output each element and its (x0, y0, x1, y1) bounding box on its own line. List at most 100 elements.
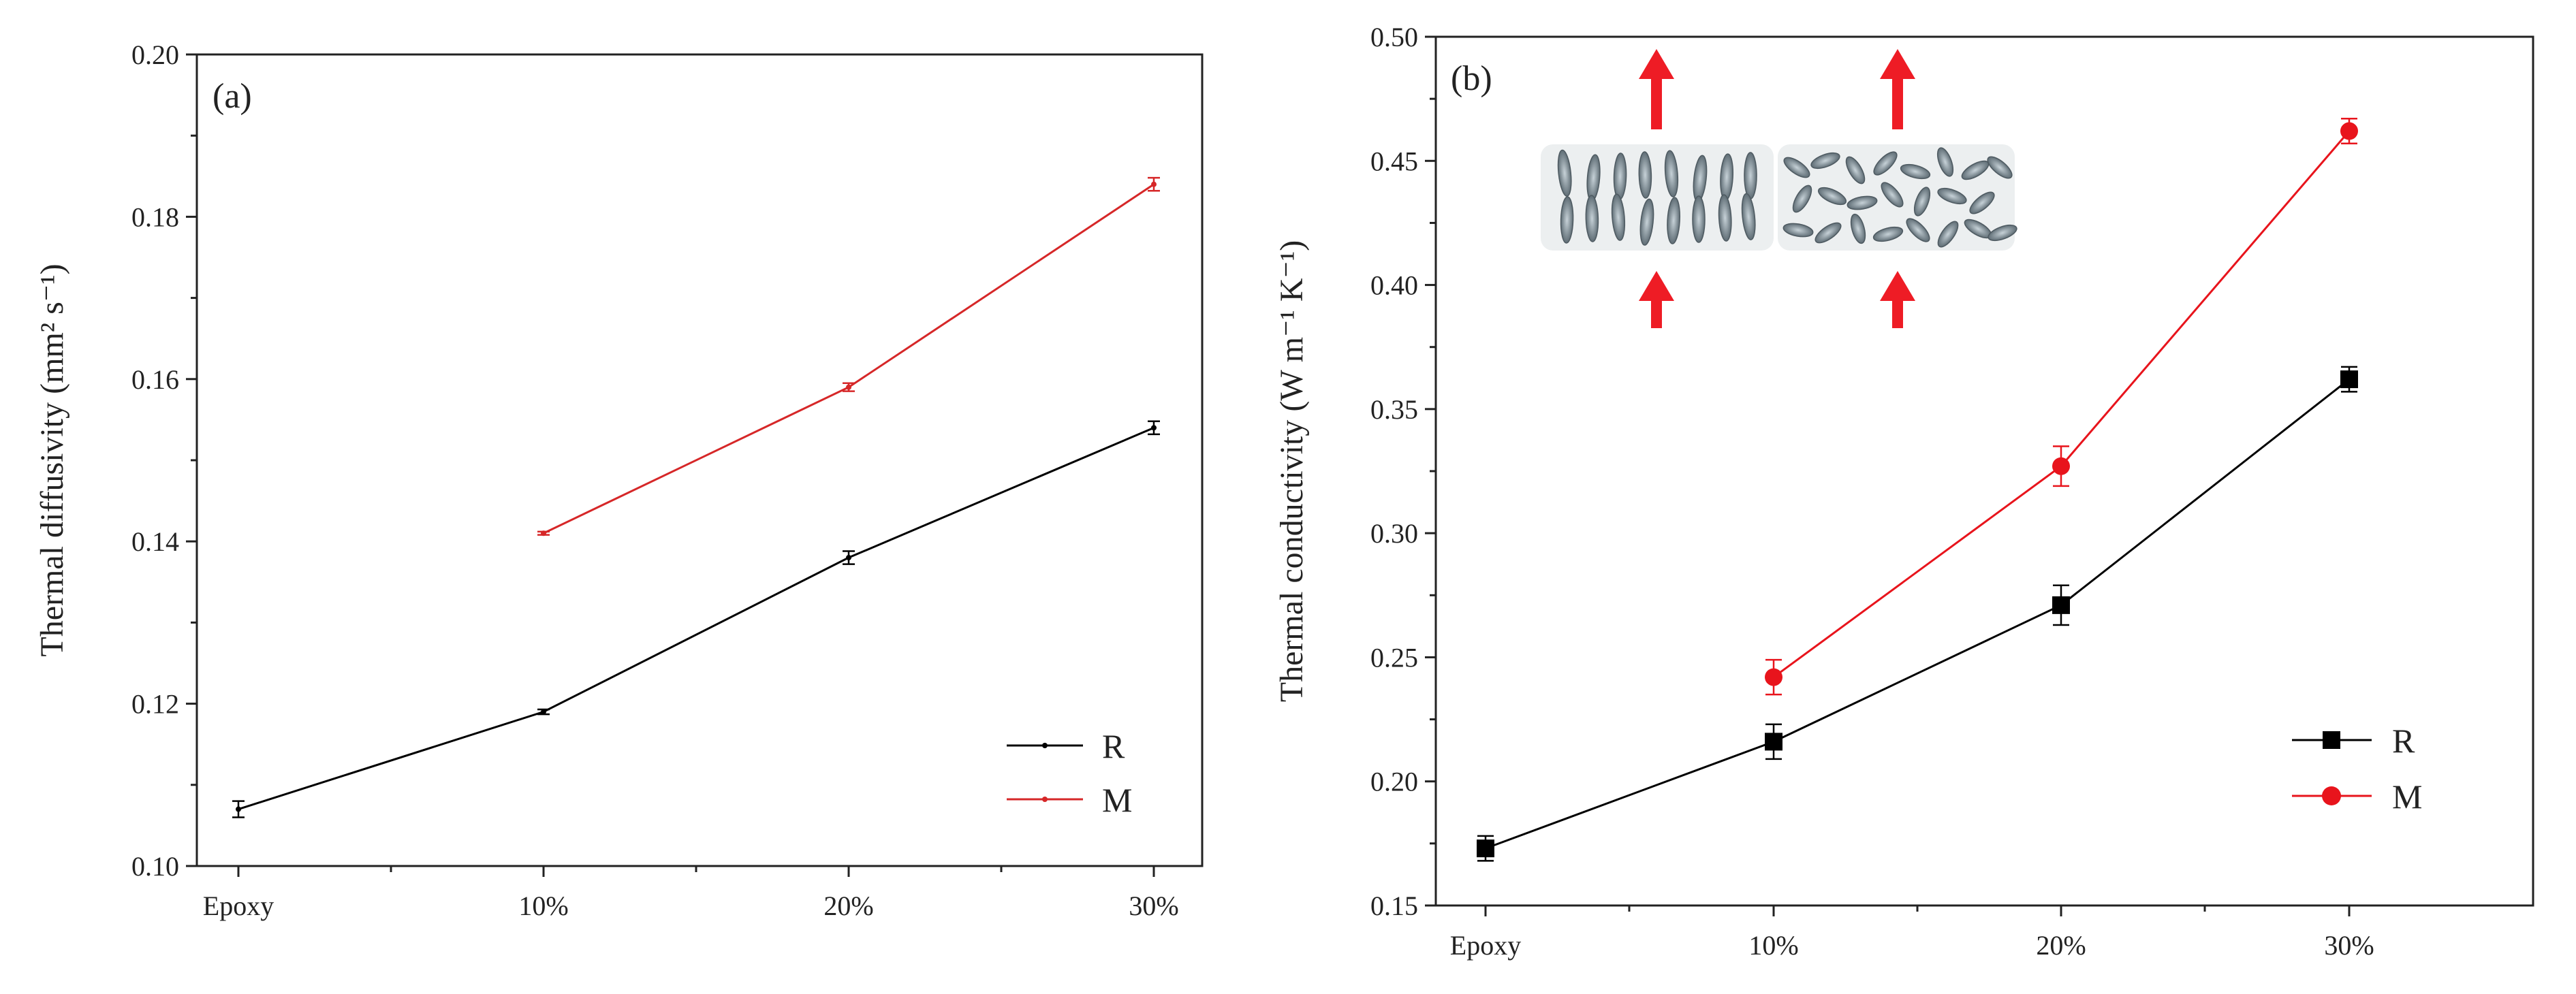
random-flake (1937, 221, 1959, 248)
x-tick-label: 30% (2324, 930, 2374, 961)
random-flake (1936, 147, 1954, 177)
y-tick-label: 0.45 (1370, 146, 1418, 176)
x-tick-label: 20% (823, 891, 873, 921)
y-tick-label: 0.35 (1370, 394, 1418, 425)
inset-heat-flow-arrows (1639, 49, 1915, 328)
panel-b-series (1477, 118, 2358, 862)
random-flake (1850, 213, 1866, 244)
data-point-r (846, 555, 851, 561)
data-point-r (2052, 596, 2070, 614)
data-point-m (1151, 181, 1157, 187)
panel-a-label: (a) (213, 77, 252, 116)
aligned-flake (1667, 197, 1681, 244)
panel-b-y-axis-title: Thermal conductivity (W m⁻¹ K⁻¹) (1274, 240, 1310, 702)
random-flake (1937, 187, 1967, 205)
x-tick-label: Epoxy (203, 891, 274, 921)
random-flake (1913, 187, 1931, 217)
random-flake (1782, 223, 1814, 238)
aligned-flake (1741, 193, 1756, 240)
inset-aligned-box (1541, 144, 1774, 251)
y-tick-label: 0.18 (131, 202, 179, 232)
aligned-flake (1560, 196, 1574, 244)
data-point-r (2340, 370, 2358, 389)
heat-flow-arrow (1880, 49, 1915, 129)
panel-a-chart: (a) Thermal diffusivity (mm² s⁻¹) 0.100.… (34, 39, 1204, 921)
panel-b-legend: R M (2292, 722, 2422, 816)
x-tick-label: 10% (1748, 930, 1798, 961)
panel-a-legend-marker-m (1042, 797, 1048, 802)
inset-random-flakes (1782, 147, 2017, 248)
data-point-m (2052, 457, 2070, 475)
data-point-m (541, 530, 546, 536)
data-point-m (1765, 668, 1782, 686)
data-point-r (541, 709, 546, 715)
data-point-r (1151, 425, 1157, 431)
aligned-flake (1611, 193, 1626, 241)
y-tick-label: 0.20 (131, 39, 179, 70)
random-flake (1847, 195, 1878, 210)
aligned-flake (1692, 195, 1706, 243)
random-flake (1810, 152, 1840, 170)
y-tick-label: 0.25 (1370, 642, 1418, 673)
random-flake (1881, 182, 1904, 208)
aligned-flake (1639, 198, 1654, 246)
panel-a-y-ticks: 0.10 0.12 0.14 0.16 0.18 0.20 (131, 39, 197, 882)
random-flake (1792, 185, 1812, 213)
panel-b-legend-label-r: R (2392, 722, 2415, 760)
heat-flow-arrow (1639, 271, 1674, 328)
random-flake (1900, 163, 1931, 180)
random-flake (1845, 156, 1866, 185)
data-point-r (236, 806, 241, 812)
panel-b-x-ticks: Epoxy 10% 20% 30% (1450, 905, 2374, 961)
panel-b-label: (b) (1451, 59, 1492, 98)
x-tick-label: Epoxy (1450, 930, 1521, 961)
y-tick-label: 0.12 (131, 689, 179, 720)
y-tick-label: 0.50 (1370, 22, 1418, 52)
random-flake (1988, 224, 2017, 242)
panel-a-legend-label-m: M (1102, 781, 1132, 819)
aligned-flake (1744, 152, 1757, 199)
y-tick-label: 0.40 (1370, 270, 1418, 301)
data-point-r (1477, 839, 1494, 858)
panel-b-legend-marker-m (2322, 786, 2341, 805)
aligned-flake (1664, 150, 1679, 197)
panel-a-y-axis-title: Thermal diffusivity (mm² s⁻¹) (34, 263, 70, 656)
panel-a-series (232, 176, 1160, 818)
panel-b-legend-marker-r (2323, 731, 2340, 749)
y-tick-label: 0.10 (131, 851, 179, 882)
data-point-m (846, 384, 851, 390)
panel-a-legend-marker-r (1042, 743, 1048, 748)
x-tick-label: 10% (518, 891, 568, 921)
y-tick-label: 0.16 (131, 364, 179, 395)
random-flake (1783, 157, 1810, 178)
panel-a-legend: R M (1007, 727, 1132, 819)
data-point-r (1765, 733, 1782, 751)
random-flake (1872, 226, 1904, 242)
panel-b-chart: (b) Thermal conductivity (W m⁻¹ K⁻¹) 0.1… (1274, 22, 2534, 961)
panel-a-x-ticks: Epoxy 10% 20% 30% (203, 866, 1179, 921)
data-point-m (2340, 122, 2358, 140)
x-tick-label: 20% (2036, 930, 2086, 961)
random-flake (1906, 218, 1930, 242)
series-line-m (543, 183, 1155, 534)
x-tick-label: 30% (1129, 891, 1178, 921)
aligned-flake (1557, 149, 1572, 197)
inset-aligned-flakes (1557, 149, 1757, 246)
random-flake (1815, 222, 1842, 244)
y-tick-label: 0.14 (131, 526, 179, 557)
y-tick-label: 0.30 (1370, 518, 1418, 549)
y-tick-label: 0.20 (1370, 767, 1418, 797)
series-line-r (1485, 378, 2350, 850)
inset-schematic (1541, 49, 2017, 328)
random-flake (1987, 156, 2013, 179)
aligned-flake (1638, 151, 1652, 199)
panel-a-plot-frame (195, 53, 1204, 867)
panel-b-legend-label-m: M (2392, 777, 2422, 816)
series-line-r (238, 426, 1155, 810)
random-flake (1817, 187, 1847, 206)
aligned-flake (1718, 194, 1732, 242)
y-tick-label: 0.15 (1370, 891, 1418, 921)
aligned-flake (1585, 195, 1599, 242)
random-flake (1873, 151, 1898, 176)
